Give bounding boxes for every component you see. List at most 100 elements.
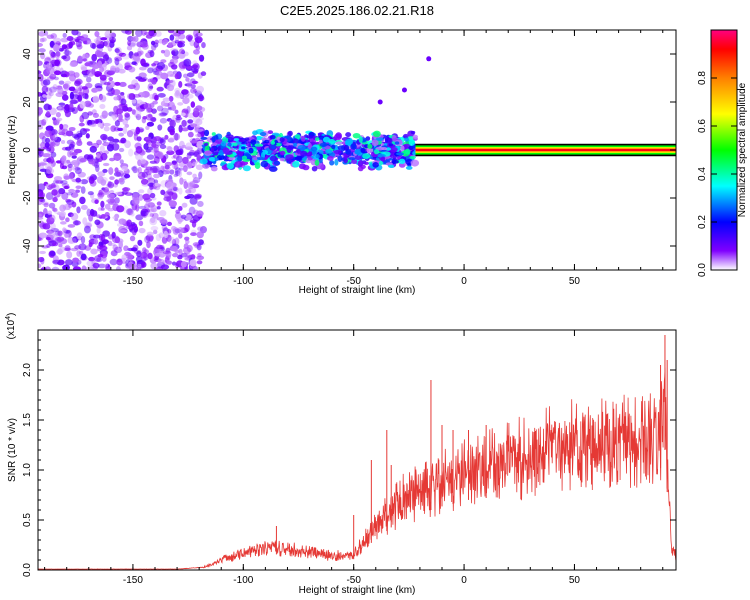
heatmap-cell xyxy=(145,234,154,242)
heatmap-cell xyxy=(161,107,169,116)
heatmap-cell xyxy=(125,191,130,196)
heatmap-cell xyxy=(181,89,189,95)
heatmap-cell xyxy=(75,177,82,183)
heatmap-cell xyxy=(154,39,159,45)
heatmap-cell xyxy=(360,147,366,154)
heatmap-cell xyxy=(126,130,134,138)
heatmap-cell xyxy=(196,243,202,251)
heatmap-cell xyxy=(151,63,157,67)
heatmap-cell xyxy=(114,179,119,185)
heatmap-cell xyxy=(52,259,61,265)
heatmap-cell xyxy=(149,165,158,174)
heatmap-cell xyxy=(302,164,310,171)
heatmap-cell xyxy=(225,134,234,139)
heatmap-cell xyxy=(151,79,157,85)
heatmap-cell xyxy=(61,94,69,101)
heatmap-cell xyxy=(242,165,251,172)
heatmap-cell xyxy=(171,104,177,111)
heatmap-cell xyxy=(40,52,46,60)
heatmap-cell xyxy=(64,103,70,112)
heatmap-cell xyxy=(100,37,108,41)
colorbar-tick-label: 0.8 xyxy=(697,71,708,85)
snr-y-tick-label: 1.5 xyxy=(22,413,33,427)
heatmap-cell xyxy=(109,258,118,266)
heatmap-cell xyxy=(81,34,89,39)
heatmap-cell xyxy=(174,109,179,115)
heatmap-cell xyxy=(256,156,265,161)
heatmap-cell xyxy=(72,266,82,270)
heatmap-cell xyxy=(57,248,63,255)
heatmap-cell xyxy=(66,36,74,42)
heatmap-cell xyxy=(97,253,104,258)
heatmap-cell xyxy=(38,91,41,97)
heatmap-cell xyxy=(90,210,98,217)
heatmap-cell xyxy=(156,244,163,250)
heatmap-cell xyxy=(88,242,93,248)
heatmap-cell xyxy=(343,144,350,152)
heatmap-cell xyxy=(61,191,69,200)
heatmap-cell xyxy=(85,266,94,270)
heatmap-cell xyxy=(92,234,101,239)
snr-x-tick-label: 50 xyxy=(569,575,581,586)
heatmap-cell xyxy=(178,124,183,133)
heatmap-cell xyxy=(95,214,102,218)
heatmap-cell xyxy=(146,154,155,160)
heatmap-cell xyxy=(52,196,58,203)
heatmap-cell xyxy=(76,140,83,147)
heatmap-cell xyxy=(100,213,106,219)
heatmap-cell xyxy=(149,85,154,89)
heatmap-cell xyxy=(131,197,140,206)
heatmap-cell xyxy=(178,206,183,211)
heatmap-cell xyxy=(111,113,118,119)
heatmap-cell xyxy=(52,84,58,90)
heatmap-cell xyxy=(182,165,188,173)
heatmap-cell xyxy=(102,122,111,127)
heatmap-cell xyxy=(131,61,137,66)
heatmap-cell xyxy=(80,235,86,244)
heatmap-cell xyxy=(177,42,186,48)
heatmap-cell xyxy=(166,84,175,92)
heatmap-cell xyxy=(117,127,124,132)
spectrogram-y-tick-label: 40 xyxy=(22,48,33,60)
heatmap-cell xyxy=(38,211,44,218)
heatmap-cell xyxy=(145,136,152,141)
heatmap-cell xyxy=(60,37,69,43)
heatmap-cell xyxy=(191,68,199,73)
heatmap-cell xyxy=(156,61,166,70)
heatmap-cell xyxy=(73,72,80,78)
heatmap-cell xyxy=(122,186,129,195)
spectrogram-y-tick-label: 0 xyxy=(22,147,33,153)
heatmap-cell xyxy=(44,129,53,138)
heatmap-cell xyxy=(74,245,82,250)
heatmap-cell xyxy=(306,135,315,139)
heatmap-cell xyxy=(197,226,204,232)
heatmap-cell xyxy=(43,208,48,216)
heatmap-cell xyxy=(122,126,128,135)
heatmap-cell xyxy=(292,160,300,168)
heatmap-cell xyxy=(354,155,362,161)
heatmap-cell xyxy=(84,62,91,67)
heatmap-cell xyxy=(90,42,96,49)
heatmap-cell xyxy=(327,155,334,161)
heatmap-cell xyxy=(182,89,190,98)
heatmap-cell xyxy=(138,220,144,227)
heatmap-cell xyxy=(69,150,74,156)
heatmap-cell xyxy=(398,158,406,164)
heatmap-cell xyxy=(114,236,121,244)
heatmap-cell xyxy=(39,162,47,166)
heatmap-cell xyxy=(254,162,261,169)
heatmap-cell xyxy=(197,117,205,121)
heatmap-cell xyxy=(123,245,129,252)
heatmap-cell xyxy=(68,103,74,111)
heatmap-cell xyxy=(46,148,52,152)
heatmap-cell xyxy=(143,168,150,174)
heatmap-cell xyxy=(287,130,293,137)
heatmap-cell xyxy=(166,150,175,156)
heatmap-cell xyxy=(146,121,155,127)
heatmap-cell xyxy=(250,139,257,145)
heatmap-cell xyxy=(171,160,178,164)
heatmap-cell xyxy=(167,188,173,197)
heatmap-cell xyxy=(196,37,202,44)
heatmap-cell xyxy=(137,166,142,174)
heatmap-cell xyxy=(78,250,84,255)
